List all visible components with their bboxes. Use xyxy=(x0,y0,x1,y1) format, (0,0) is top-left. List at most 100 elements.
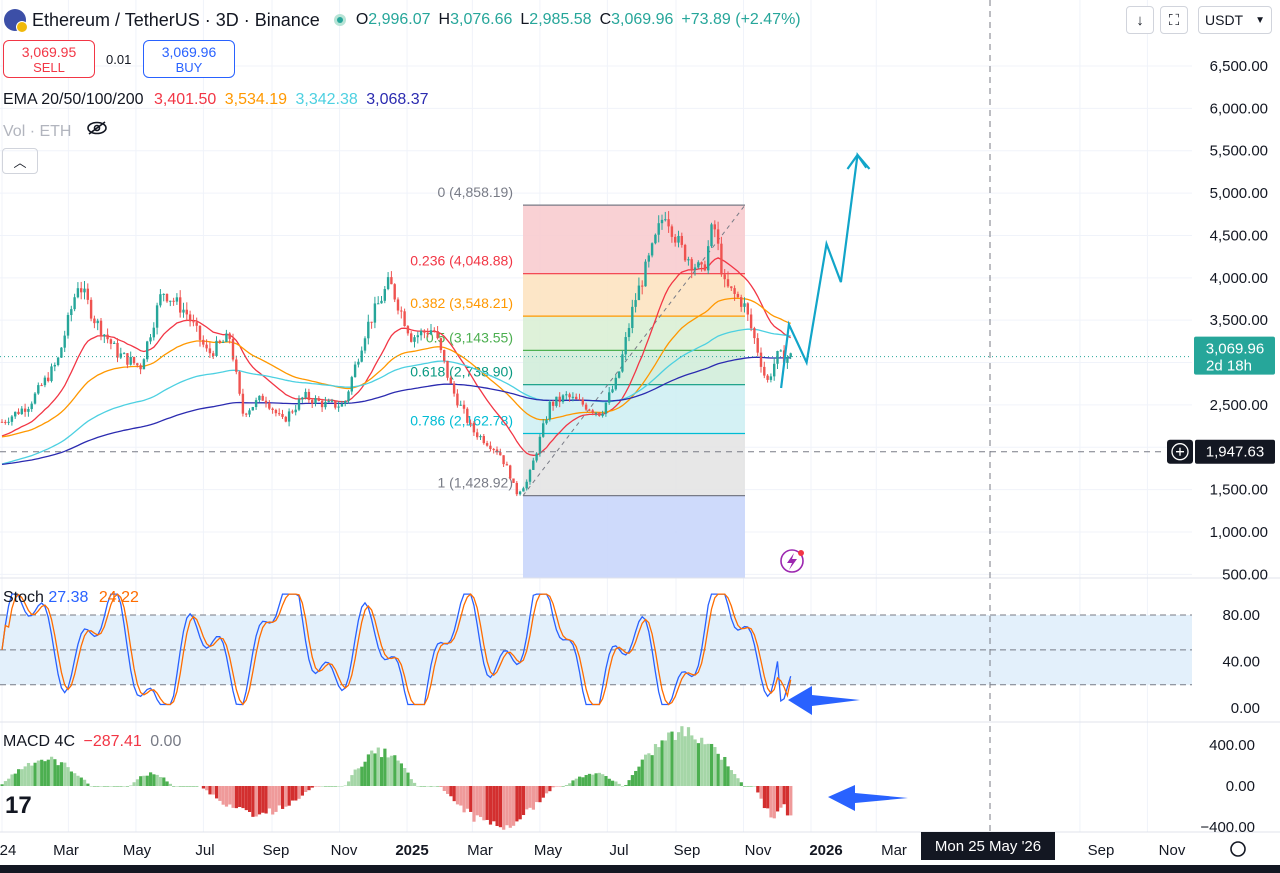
candle-body xyxy=(419,331,423,336)
macd-histogram-bar xyxy=(109,786,113,787)
candle-body xyxy=(456,393,459,406)
fib-level-label: 0.5 (3,143.55) xyxy=(426,329,513,345)
candle-body xyxy=(390,277,393,285)
candle-body xyxy=(274,409,278,414)
macd-histogram-bar xyxy=(221,786,225,805)
currency-select[interactable]: USDT ▼ xyxy=(1198,6,1272,34)
time-axis-label: May xyxy=(123,842,152,859)
chevron-up-icon[interactable]: ︿ xyxy=(2,148,38,174)
candle-body xyxy=(667,219,670,227)
sell-button[interactable]: 3,069.95 SELL xyxy=(3,40,95,78)
candle-body xyxy=(723,274,726,280)
macd-histogram-bar xyxy=(13,773,17,786)
candle-body xyxy=(446,360,449,378)
ema-legend[interactable]: EMA 20/50/100/200 3,401.50 3,534.19 3,34… xyxy=(3,91,429,109)
candle-body xyxy=(188,314,192,322)
macd-histogram-bar xyxy=(165,781,169,786)
candle-body xyxy=(565,394,568,396)
macd-histogram-bar xyxy=(304,786,308,792)
macd-histogram-bar xyxy=(76,775,80,786)
candle-body xyxy=(294,409,297,413)
candle-body xyxy=(43,377,47,386)
last-price-tag xyxy=(1194,336,1275,375)
macd-histogram-bar xyxy=(264,786,268,814)
macd-histogram-bar xyxy=(158,777,163,786)
candle-body xyxy=(14,411,17,417)
notification-dot xyxy=(798,550,804,556)
candle-body xyxy=(726,279,730,287)
symbol-title[interactable]: Ethereum / TetherUS · 3D · Binance xyxy=(32,9,320,30)
macd-histogram-bar xyxy=(59,762,64,786)
macd-axis-label: 400.00 xyxy=(1209,737,1255,754)
macd-histogram-bar xyxy=(406,772,410,786)
high-value: 3,076.66 xyxy=(450,11,513,28)
macd-histogram-bar xyxy=(389,755,394,786)
candle-body xyxy=(103,334,106,337)
price-axis-label: 6,000.00 xyxy=(1210,100,1268,117)
candle-body xyxy=(271,408,274,410)
macd-histogram-bar xyxy=(640,759,644,786)
price-axis-label: 4,000.00 xyxy=(1210,270,1268,287)
candle-body xyxy=(205,344,208,349)
macd-histogram-bar xyxy=(505,786,509,826)
fib-level-label: 0.786 (2,162.78) xyxy=(410,412,513,428)
eye-off-icon[interactable] xyxy=(86,121,108,140)
macd-histogram-bar xyxy=(145,775,149,786)
candle-body xyxy=(225,333,228,343)
ema-label: EMA 20/50/100/200 xyxy=(3,91,144,108)
macd-histogram-bar xyxy=(644,754,648,786)
candle-body xyxy=(542,423,545,437)
macd-histogram-bar xyxy=(43,761,47,786)
price-axis-label: 6,500.00 xyxy=(1210,58,1268,75)
macd-histogram-bar xyxy=(73,773,77,786)
candle-body xyxy=(489,445,492,449)
candle-body xyxy=(317,398,320,401)
macd-histogram-bar xyxy=(597,772,601,786)
candle-body xyxy=(532,460,535,470)
fib-level-label: 1 (1,428.92) xyxy=(438,475,514,491)
macd-histogram-bar xyxy=(380,757,384,786)
volume-legend[interactable]: Vol · ETH xyxy=(3,120,108,141)
crosshair-date-label: Mon 25 May '26 xyxy=(921,832,1055,860)
stoch-legend[interactable]: Stoch 27.38 24.22 xyxy=(3,589,139,607)
fib-zone xyxy=(523,316,745,351)
candle-body xyxy=(614,377,617,390)
macd-histogram-bar xyxy=(129,785,133,786)
buy-button[interactable]: 3,069.96 BUY xyxy=(143,40,235,78)
macd-histogram-bar xyxy=(739,782,743,786)
macd-histogram-bar xyxy=(488,786,493,825)
candle-body xyxy=(182,309,185,313)
projection-line xyxy=(780,152,868,389)
candle-body xyxy=(644,261,647,287)
macd-histogram-bar xyxy=(182,786,186,787)
candle-body xyxy=(687,259,690,261)
macd-histogram-bar xyxy=(442,786,446,792)
candle-body xyxy=(410,333,413,342)
macd-histogram-bar xyxy=(693,739,697,786)
macd-histogram-bar xyxy=(512,786,516,826)
candle-body xyxy=(568,394,571,398)
candle-body xyxy=(314,398,317,404)
candle-body xyxy=(169,300,172,302)
macd-histogram-bar xyxy=(465,786,469,809)
macd-histogram-bar xyxy=(472,786,476,822)
download-icon[interactable]: ↓ xyxy=(1126,6,1154,34)
macd-histogram-bar xyxy=(591,774,595,786)
macd-histogram-bar xyxy=(0,784,4,786)
macd-legend[interactable]: MACD 4C −287.41 0.00 xyxy=(3,733,181,751)
fullscreen-icon[interactable]: ⛶ xyxy=(1160,6,1188,34)
macd-histogram-bar xyxy=(106,786,110,787)
macd-histogram-bar xyxy=(26,762,31,786)
macd-histogram-bar xyxy=(667,732,671,786)
macd-histogram-bar xyxy=(637,766,641,786)
candle-body xyxy=(449,377,452,384)
candle-body xyxy=(452,383,456,394)
candle-body xyxy=(416,335,419,338)
candle-body xyxy=(373,303,377,323)
macd-histogram-bar xyxy=(459,786,463,806)
macd-histogram-bar xyxy=(248,786,252,812)
macd-histogram-bar xyxy=(224,786,229,807)
candle-body xyxy=(670,226,674,237)
candle-body xyxy=(116,342,119,358)
